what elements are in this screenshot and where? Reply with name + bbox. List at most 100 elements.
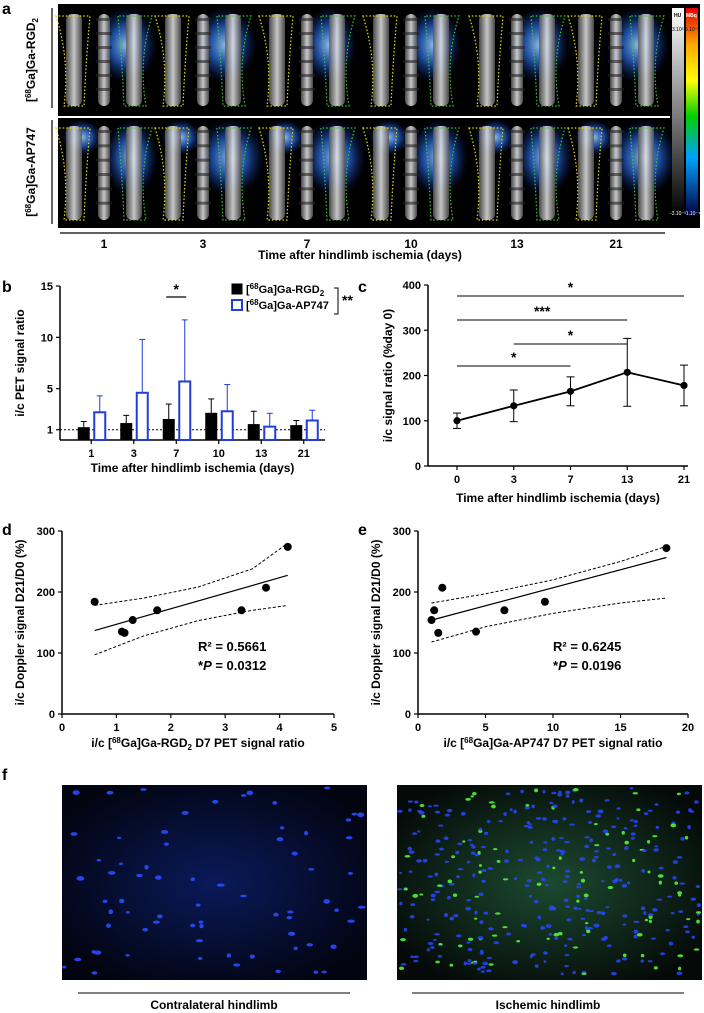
nucleus [212, 799, 219, 804]
panel-label-a: a [2, 1, 11, 18]
legend-label-rgd2: [68Ga]Ga-RGD2 [246, 282, 325, 298]
nucleus [527, 825, 533, 829]
green-signal [621, 830, 625, 835]
data-point [623, 368, 631, 376]
panel-e-scatter: 0 100 200 300 0 5 10 15 20 R² = 0.6245 *P = 0.0196… [369, 526, 694, 750]
nucleus [517, 858, 524, 862]
nucleus [466, 860, 471, 864]
nucleus [118, 862, 123, 866]
panel-f: Contralateral hindlimb Ischemic hindlimb [62, 785, 702, 1012]
nucleus [226, 953, 232, 958]
vertebra-gap [96, 158, 112, 162]
nucleus [549, 801, 554, 805]
nucleus [456, 875, 460, 879]
green-signal [583, 893, 589, 898]
nucleus [629, 787, 634, 790]
x-tick-label: 21 [678, 474, 690, 486]
row-label-ap747: [68Ga]Ga-AP747 [24, 127, 38, 217]
vertebra-gap [509, 158, 525, 162]
nucleus [486, 819, 491, 824]
green-signal [435, 960, 440, 964]
vertebra-gap [96, 46, 112, 49]
vertebra-gap [608, 173, 624, 176]
y-tick-label: 15 [41, 281, 53, 293]
nucleus [125, 953, 130, 957]
nucleus [584, 844, 590, 849]
nucleus [593, 856, 599, 859]
femur-bone [269, 126, 285, 220]
colorbar-mbq-label: MBq [686, 13, 697, 19]
y-tick-label: 100 [403, 416, 421, 428]
nucleus [540, 926, 546, 930]
nucleus [434, 853, 441, 856]
nucleus [433, 938, 437, 942]
nucleus [542, 951, 548, 955]
y-tick-label: 200 [393, 587, 411, 599]
green-signal [607, 886, 614, 890]
nucleus [562, 817, 567, 821]
green-signal [491, 804, 496, 809]
x-tick-label: 15 [614, 722, 626, 734]
nucleus [633, 934, 638, 939]
nucleus [572, 970, 576, 975]
green-signal [478, 864, 483, 867]
vertebra-gap [403, 60, 419, 63]
femur-bone [479, 126, 495, 220]
nucleus [505, 849, 509, 854]
vertebra-gap [195, 46, 211, 49]
vertebra-gap [299, 201, 315, 205]
data-point [283, 542, 292, 551]
nucleus [482, 961, 489, 966]
nucleus [606, 944, 612, 948]
nucleus [303, 830, 309, 836]
significance-label: * [511, 349, 517, 365]
data-point [472, 627, 481, 636]
femur-bone [165, 14, 181, 106]
x-tick-label: 3 [131, 448, 137, 460]
panel-label-f: f [2, 767, 8, 784]
green-signal [677, 891, 683, 895]
vertebra-gap [509, 32, 525, 35]
panel-label-d: d [2, 522, 12, 539]
green-signal [473, 917, 478, 920]
vertebra-gap [195, 158, 211, 162]
nucleus [537, 871, 543, 875]
nucleus [453, 914, 459, 918]
nucleus [543, 960, 547, 963]
vertebra-gap [403, 32, 419, 35]
bar-rgd2 [290, 425, 303, 441]
nucleus [119, 898, 125, 904]
nucleus [410, 955, 414, 958]
data-point [90, 597, 99, 606]
data-point [120, 628, 129, 637]
panel-label-e: e [358, 522, 367, 539]
nucleus [136, 873, 143, 878]
vertebra-gap [195, 60, 211, 63]
colorbar-top-right: 5.10⁻³ [685, 27, 699, 33]
vertebra-gap [608, 74, 624, 77]
green-signal [474, 895, 479, 898]
nucleus [684, 791, 690, 795]
nucleus [140, 788, 147, 791]
vertebra-gap [96, 187, 112, 191]
nucleus [666, 895, 673, 898]
nucleus [687, 825, 691, 830]
vertebra-gap [403, 46, 419, 49]
nucleus [633, 824, 638, 828]
nucleus [107, 870, 116, 875]
nucleus [505, 792, 511, 796]
nucleus [565, 790, 571, 795]
nucleus [460, 811, 466, 816]
vertebra-gap [96, 130, 112, 133]
nucleus [276, 837, 284, 842]
nucleus [535, 817, 542, 820]
nucleus [345, 836, 353, 840]
green-signal [436, 884, 443, 887]
femur-bone [165, 126, 181, 220]
data-point [662, 544, 671, 553]
ischemic-outline [117, 15, 153, 107]
nucleus [106, 790, 114, 795]
green-signal [447, 879, 453, 884]
green-signal [473, 960, 478, 963]
